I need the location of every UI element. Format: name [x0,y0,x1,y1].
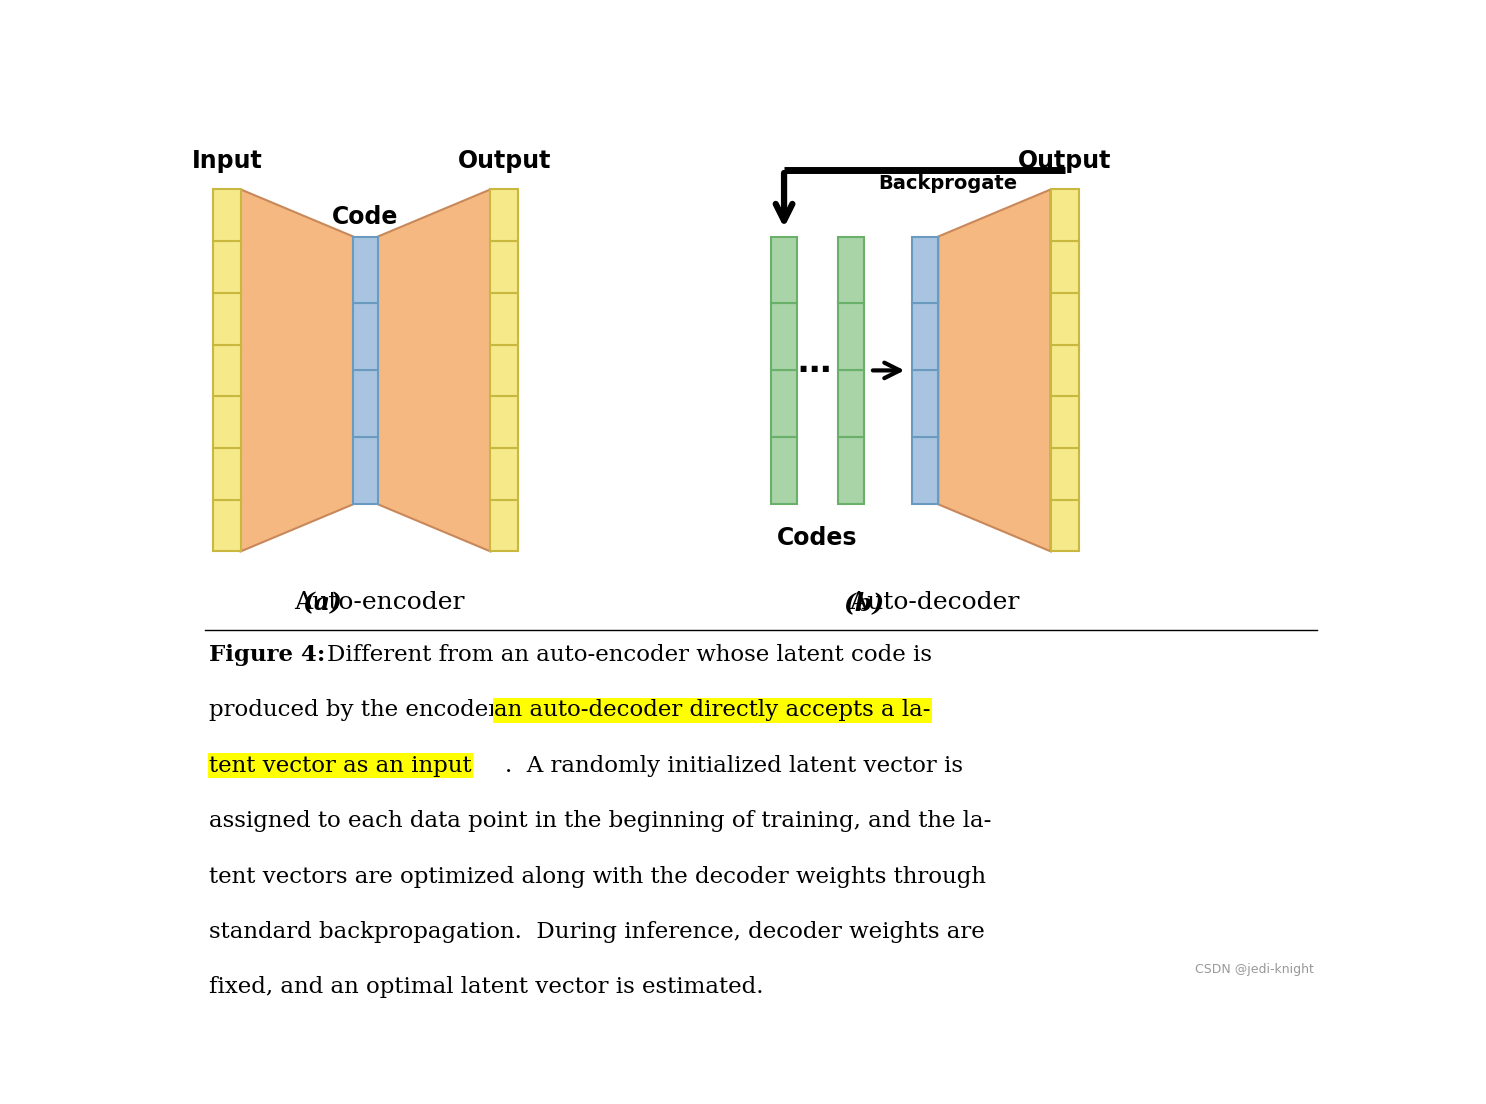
Text: (b): (b) [844,592,884,615]
Text: Figure 4:: Figure 4: [210,644,325,666]
Bar [490,344,519,396]
Bar [838,437,863,505]
Text: fixed, and an optimal latent vector is estimated.: fixed, and an optimal latent vector is e… [210,976,764,998]
Text: (a): (a) [303,592,343,615]
Bar [1051,293,1079,344]
Bar [1051,241,1079,293]
Text: Different from an auto-encoder whose latent code is: Different from an auto-encoder whose lat… [327,644,932,666]
Bar [771,236,796,304]
Bar [912,371,938,437]
Bar [912,236,938,304]
Text: Output: Output [1018,149,1112,172]
Bar [490,293,519,344]
Bar [1051,190,1079,241]
Bar [212,293,241,344]
Polygon shape [241,190,354,551]
Bar [771,304,796,371]
Bar [1051,344,1079,396]
Text: Output: Output [458,149,551,172]
Bar [490,448,519,500]
Bar [212,190,241,241]
Bar [912,437,938,505]
Bar [912,304,938,371]
Text: Auto-decoder: Auto-decoder [849,592,1019,615]
Text: an auto-decoder directly accepts a la-: an auto-decoder directly accepts a la- [495,699,930,721]
Text: Backprogate: Backprogate [878,174,1016,193]
Polygon shape [377,190,490,551]
Text: CSDN @jedi-knight: CSDN @jedi-knight [1195,964,1314,976]
Bar [212,448,241,500]
Text: Code: Code [333,205,398,229]
Text: tent vectors are optimized along with the decoder weights through: tent vectors are optimized along with th… [210,866,987,888]
Bar [771,371,796,437]
Bar [771,437,796,505]
Bar [212,241,241,293]
Bar [212,344,241,396]
Text: Codes: Codes [777,526,857,550]
Bar [838,236,863,304]
Text: .  A randomly initialized latent vector is: . A randomly initialized latent vector i… [505,755,963,776]
Text: standard backpropagation.  During inference, decoder weights are: standard backpropagation. During inferen… [210,921,985,943]
Bar [490,190,519,241]
Polygon shape [938,190,1051,551]
Bar [354,304,377,371]
Bar [1051,396,1079,448]
Bar [212,500,241,551]
Bar [354,236,377,304]
Bar [490,241,519,293]
Bar [1051,500,1079,551]
Bar [838,304,863,371]
Text: assigned to each data point in the beginning of training, and the la-: assigned to each data point in the begin… [210,810,991,832]
Text: Input: Input [192,149,262,172]
Bar [490,500,519,551]
Bar [838,371,863,437]
Bar [212,396,241,448]
Bar [354,371,377,437]
Text: Auto-encoder: Auto-encoder [294,592,465,615]
Bar [354,437,377,505]
Text: tent vector as an input: tent vector as an input [210,755,471,776]
Bar [1051,448,1079,500]
Text: ⋯: ⋯ [798,354,831,386]
Bar [490,396,519,448]
Text: produced by the encoder,: produced by the encoder, [210,699,504,721]
